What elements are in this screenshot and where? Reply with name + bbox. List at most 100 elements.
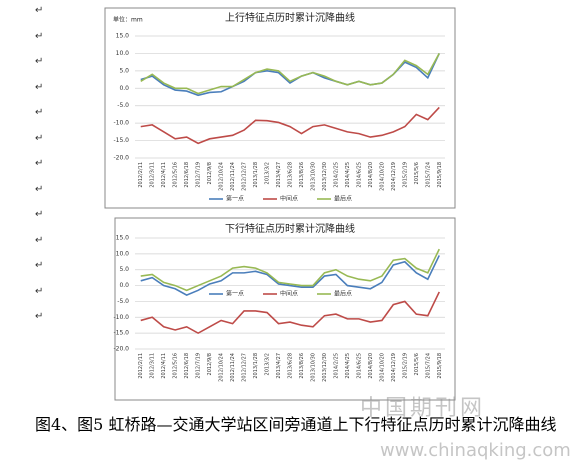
- series-line: [140, 53, 440, 95]
- x-tick-label: 2013/3/2: [265, 353, 271, 375]
- y-tick-label: 15.0: [116, 235, 130, 242]
- x-tick-label: 2012/4/11: [161, 162, 167, 188]
- paragraph-mark: ↵: [35, 209, 43, 220]
- watermark: 中国期刊网: [360, 396, 486, 421]
- y-tick-label: 5.0: [119, 67, 129, 74]
- x-tick-label: 2013/10/30: [310, 162, 316, 191]
- unit-label: 单位：mm: [113, 16, 143, 24]
- y-tick-label: 10.0: [116, 50, 130, 57]
- x-tick-label: 2013/6/28: [288, 162, 294, 188]
- series-line: [140, 106, 440, 145]
- x-tick-label: 2014/2/25: [333, 162, 339, 188]
- x-tick-label: 2014/12/19: [391, 353, 397, 382]
- x-tick-label: 2014/6/25: [356, 162, 362, 188]
- series-line: [140, 291, 440, 335]
- paragraph-mark: ↵: [35, 5, 43, 16]
- y-tick-label: -10.0: [113, 120, 129, 127]
- paragraph-mark: ↵: [35, 311, 43, 322]
- x-tick-label: 2015/5/6: [414, 353, 420, 375]
- y-tick-label: -5.0: [117, 102, 129, 109]
- paragraph-mark: ↵: [35, 133, 43, 144]
- x-tick-label: 2013/1/28: [253, 353, 259, 379]
- x-tick-label: 2014/12/19: [391, 162, 397, 191]
- y-tick-label: 0.0: [119, 282, 129, 289]
- x-tick-label: 2012/3/11: [150, 162, 156, 188]
- legend-label: 第一点: [226, 195, 244, 203]
- y-tick-label: -15.0: [113, 137, 129, 144]
- chart-title: 上行特征点历时累计沉降曲线: [225, 11, 355, 24]
- y-tick-label: -10.0: [113, 314, 129, 321]
- paragraph-mark: ↵: [35, 184, 43, 195]
- paragraph-mark: ↵: [35, 107, 43, 118]
- x-tick-label: 2012/2/11: [138, 353, 144, 379]
- x-tick-label: 2014/6/25: [356, 353, 362, 379]
- x-tick-label: 2014/8/20: [368, 162, 374, 188]
- legend-label: 中间点: [280, 290, 298, 298]
- x-tick-label: 2014/4/25: [345, 162, 351, 188]
- x-tick-label: 2015/9/18: [437, 353, 443, 379]
- x-tick-label: 2014/2/25: [333, 353, 339, 379]
- x-tick-label: 2013/6/28: [288, 353, 294, 379]
- x-tick-label: 2012/10/24: [219, 162, 225, 191]
- x-tick-label: 2015/7/24: [425, 162, 431, 188]
- y-tick-label: -20.0: [113, 346, 129, 353]
- x-tick-label: 2012/12/27: [242, 162, 248, 191]
- chart-title: 下行特征点历时累计沉降曲线: [225, 222, 355, 235]
- y-tick-label: -15.0: [113, 330, 129, 337]
- chart-frame: [114, 217, 456, 401]
- series-line: [140, 255, 440, 296]
- x-tick-label: 2012/7/19: [196, 162, 202, 188]
- x-tick-label: 2013/10/30: [310, 353, 316, 382]
- x-tick-label: 2013/12/30: [322, 353, 328, 382]
- x-tick-label: 2015/9/18: [437, 162, 443, 188]
- legend-label: 最后点: [334, 195, 352, 203]
- x-tick-label: 2013/4/27: [276, 162, 282, 188]
- charts: ↵ ↵ ↵ ↵ ↵ ↵ ↵ ↵ ↵ ↵ ↵ ↵ ↵ 上行特征点历时累计沉降曲线 单位：mm -20.0 -15.…: [35, 5, 456, 401]
- x-tick-label: 2012/11/24: [230, 353, 236, 382]
- paragraph-mark: ↵: [35, 82, 43, 93]
- legend-label: 中间点: [280, 195, 298, 203]
- paragraph-mark: ↵: [35, 235, 43, 246]
- x-tick-label: 2012/6/18: [184, 162, 190, 188]
- x-tick-label: 2012/2/11: [138, 162, 144, 188]
- x-tick-label: 2013/3/2: [265, 162, 271, 184]
- paragraph-mark: ↵: [35, 286, 43, 297]
- x-tick-label: 2013/12/30: [322, 162, 328, 191]
- chart-frame: [104, 7, 456, 209]
- caption: 图4、图5 虹桥路—交通大学站区间旁通道上下行特征点历时累计沉降曲线: [35, 415, 557, 434]
- x-tick-label: 2012/9/8: [207, 162, 213, 184]
- x-tick-label: 2012/5/16: [173, 353, 179, 379]
- watermark-url: www.chinaqking.com: [380, 440, 571, 461]
- x-tick-label: 2012/11/24: [230, 162, 236, 191]
- x-tick-label: 2012/4/11: [161, 353, 167, 379]
- y-tick-label: 10.0: [116, 250, 130, 257]
- x-tick-label: 2012/3/11: [150, 353, 156, 379]
- paragraph-mark: ↵: [35, 158, 43, 169]
- paragraph-mark: ↵: [35, 260, 43, 271]
- legend-label: 第一点: [226, 290, 244, 298]
- x-tick-label: 2015/2/19: [402, 353, 408, 379]
- x-tick-label: 2014/8/20: [368, 353, 374, 379]
- x-tick-label: 2013/4/27: [276, 353, 282, 379]
- x-tick-label: 2014/4/25: [345, 353, 351, 379]
- y-tick-label: 0.0: [119, 85, 129, 92]
- x-tick-label: 2012/7/19: [196, 353, 202, 379]
- x-tick-label: 2015/2/19: [402, 162, 408, 188]
- legend-label: 最后点: [334, 290, 352, 298]
- x-tick-label: 2012/10/24: [219, 353, 225, 382]
- x-tick-label: 2013/1/28: [253, 162, 259, 188]
- paragraph-mark: ↵: [35, 31, 43, 42]
- x-tick-label: 2013/8/26: [299, 162, 305, 188]
- x-tick-label: 2012/5/16: [173, 162, 179, 188]
- x-tick-label: 2012/6/18: [184, 353, 190, 379]
- paragraph-mark: ↵: [35, 56, 43, 67]
- x-tick-label: 2015/5/6: [414, 162, 420, 184]
- y-tick-label: 15.0: [116, 33, 130, 40]
- x-tick-label: 2012/9/8: [207, 353, 213, 375]
- series-line: [140, 248, 440, 292]
- x-tick-label: 2015/7/24: [425, 353, 431, 379]
- y-tick-label: 5.0: [119, 266, 129, 273]
- x-tick-label: 2013/8/26: [299, 353, 305, 379]
- x-tick-label: 2014/10/20: [379, 353, 385, 382]
